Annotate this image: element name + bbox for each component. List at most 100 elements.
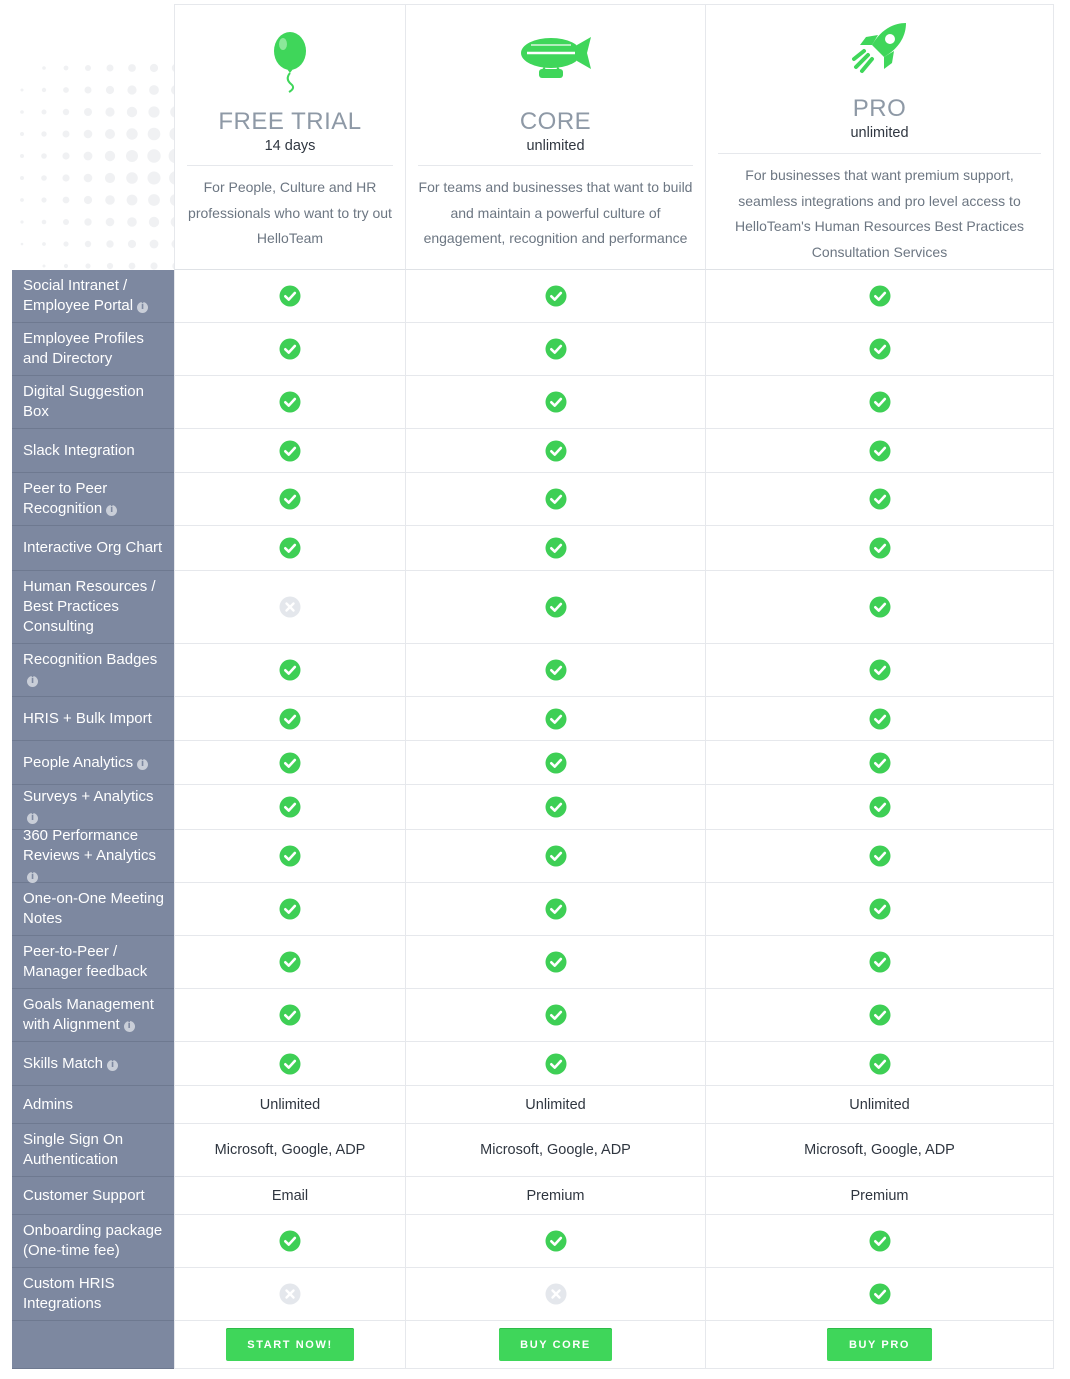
feature-cell-core: Microsoft, Google, ADP (406, 1124, 706, 1177)
check-icon (279, 752, 301, 774)
check-icon (279, 796, 301, 818)
button-cell-free: START NOW! (174, 1321, 406, 1369)
feature-label: Admins (12, 1086, 174, 1124)
check-icon (869, 845, 891, 867)
plan-header-core: CORE unlimited For teams and businesses … (406, 4, 706, 270)
check-icon (279, 391, 301, 413)
feature-cell-core (406, 785, 706, 830)
feature-cell-core (406, 741, 706, 785)
info-icon[interactable]: i (137, 758, 149, 770)
feature-cell-core (406, 376, 706, 429)
feature-value-text: Unlimited (525, 1096, 586, 1113)
feature-cell-core (406, 571, 706, 644)
header-spacer (12, 4, 174, 270)
cross-icon (279, 596, 301, 618)
feature-label: Surveys + Analytics i (12, 785, 174, 830)
start-now-button[interactable]: START NOW! (226, 1328, 354, 1361)
check-icon (279, 845, 301, 867)
feature-cell-core (406, 644, 706, 697)
check-icon (279, 1230, 301, 1252)
feature-label-text: Interactive Org Chart (23, 539, 163, 556)
info-icon[interactable]: i (27, 813, 38, 824)
feature-label-text: Single Sign On Authentication (23, 1131, 124, 1168)
feature-label: Custom HRIS Integrations (12, 1268, 174, 1321)
feature-label: Slack Integration (12, 429, 174, 473)
feature-cell-pro (706, 936, 1054, 989)
check-icon (869, 752, 891, 774)
feature-cell-pro: Premium (706, 1177, 1054, 1215)
cross-icon (279, 1283, 301, 1305)
feature-value-text: Unlimited (259, 1096, 321, 1113)
feature-cell-pro (706, 830, 1054, 883)
button-cell-core: BUY CORE (406, 1321, 706, 1369)
feature-cell-free (174, 644, 406, 697)
info-icon[interactable]: i (106, 505, 118, 516)
check-icon (869, 537, 891, 559)
feature-cell-free (174, 741, 406, 785)
feature-cell-core: Unlimited (406, 1086, 706, 1124)
feature-cell-free: Unlimited (174, 1086, 406, 1124)
feature-cell-core (406, 1042, 706, 1086)
feature-cell-pro (706, 1215, 1054, 1268)
feature-value-text: Premium (850, 1187, 909, 1204)
plan-duration-free: 14 days (264, 138, 316, 154)
check-icon (279, 1004, 301, 1026)
check-icon (869, 951, 891, 973)
feature-cell-free (174, 1268, 406, 1321)
feature-value-text: Email (271, 1187, 309, 1204)
feature-cell-free (174, 526, 406, 571)
feature-label: Onboarding package (One-time fee) (12, 1215, 174, 1268)
check-icon (279, 659, 301, 681)
feature-cell-pro (706, 323, 1054, 376)
feature-cell-core: Premium (406, 1177, 706, 1215)
feature-label-text: Custom HRIS Integrations (23, 1275, 115, 1312)
buy-core-button[interactable]: BUY CORE (499, 1328, 612, 1361)
feature-cell-free (174, 883, 406, 936)
plan-name-core: CORE (519, 108, 592, 135)
buy-pro-button[interactable]: BUY PRO (827, 1328, 932, 1361)
feature-label: Employee Profiles and Directory (12, 323, 174, 376)
check-icon (279, 1053, 301, 1075)
plan-name-pro: PRO (852, 95, 907, 122)
pricing-table: FREE TRIAL 14 days For People, Culture a… (12, 4, 1054, 1369)
feature-label: Peer to Peer Recognition i (12, 473, 174, 526)
check-icon (545, 951, 567, 973)
info-icon[interactable]: i (27, 872, 38, 883)
check-icon (869, 796, 891, 818)
feature-label-text: Human Resources / Best Practices Consult… (23, 578, 156, 635)
check-icon (279, 338, 301, 360)
info-icon[interactable]: i (27, 676, 38, 687)
feature-label: One-on-One Meeting Notes (12, 883, 174, 936)
plan-duration-pro: unlimited (850, 125, 909, 141)
feature-label: Human Resources / Best Practices Consult… (12, 571, 174, 644)
feature-cell-free (174, 936, 406, 989)
feature-cell-free (174, 571, 406, 644)
feature-cell-pro (706, 1042, 1054, 1086)
plan-description-free: For People, Culture and HR professionals… (188, 179, 392, 246)
button-cell-pro: BUY PRO (706, 1321, 1054, 1369)
header-divider (718, 153, 1041, 154)
check-icon (279, 537, 301, 559)
feature-cell-pro (706, 473, 1054, 526)
check-icon (869, 440, 891, 462)
feature-label-text: People Analytics (23, 753, 134, 771)
cross-icon (545, 1283, 567, 1305)
feature-cell-core (406, 936, 706, 989)
feature-label: People Analytics i (12, 741, 174, 785)
feature-label-text: Recognition Badges (23, 651, 158, 668)
feature-cell-core (406, 883, 706, 936)
info-icon[interactable]: i (123, 1021, 135, 1032)
feature-label-text: Customer Support (23, 1186, 145, 1204)
check-icon (279, 898, 301, 920)
feature-cell-pro (706, 644, 1054, 697)
info-icon[interactable]: i (107, 1059, 119, 1071)
info-icon[interactable]: i (137, 302, 149, 313)
feature-label-text: Social Intranet / Employee Portal (23, 277, 134, 314)
check-icon (869, 488, 891, 510)
check-icon (545, 796, 567, 818)
check-icon (545, 338, 567, 360)
feature-value-text: Microsoft, Google, ADP (214, 1142, 366, 1158)
check-icon (869, 659, 891, 681)
feature-label-text: Surveys + Analytics (23, 788, 154, 805)
feature-cell-pro (706, 741, 1054, 785)
